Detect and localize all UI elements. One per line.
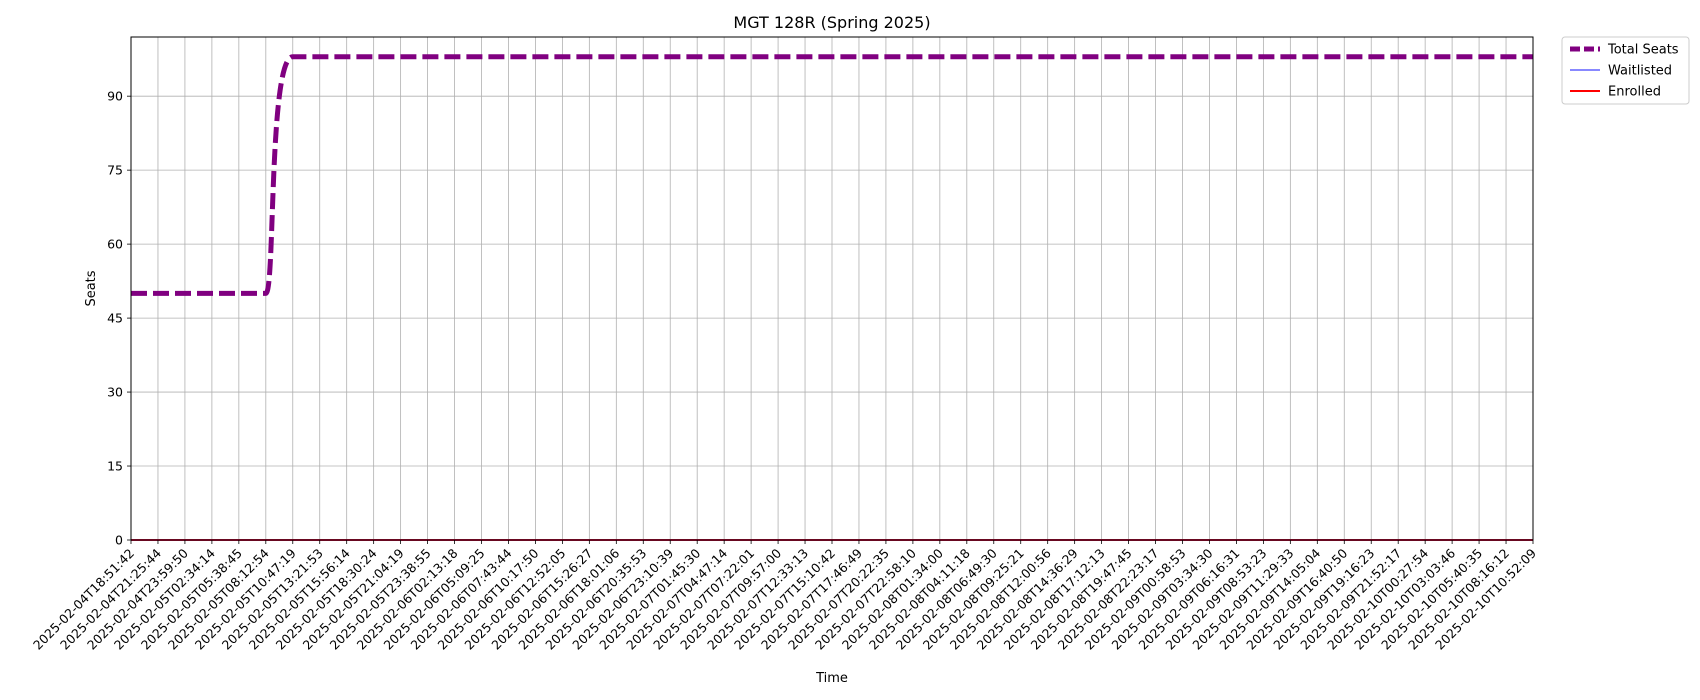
x-axis-label: Time [815, 671, 848, 686]
chart-title: MGT 128R (Spring 2025) [733, 13, 930, 32]
y-tick-label: 45 [107, 311, 123, 326]
x-axis: 2025-02-04T18:51:422025-02-04T21:25:4420… [30, 540, 1539, 653]
y-tick-label: 75 [107, 163, 123, 178]
y-tick-label: 60 [107, 237, 123, 252]
legend-entry: Waitlisted [1608, 64, 1672, 79]
y-axis: 0 15 30 45 60 75 90 [107, 89, 131, 548]
legend: Total Seats Waitlisted Enrolled [1561, 36, 1690, 105]
series-line-total-seats [131, 54, 1533, 296]
legend-box [1561, 36, 1690, 105]
legend-entry: Enrolled [1608, 85, 1661, 100]
y-tick-label: 0 [115, 533, 123, 548]
y-tick-label: 90 [107, 89, 123, 104]
y-tick-label: 15 [107, 459, 123, 474]
legend-entry: Total Seats [1607, 43, 1679, 58]
grid-layer [130, 37, 1534, 541]
y-axis-label: Seats [84, 270, 99, 306]
y-tick-label: 30 [107, 385, 123, 400]
